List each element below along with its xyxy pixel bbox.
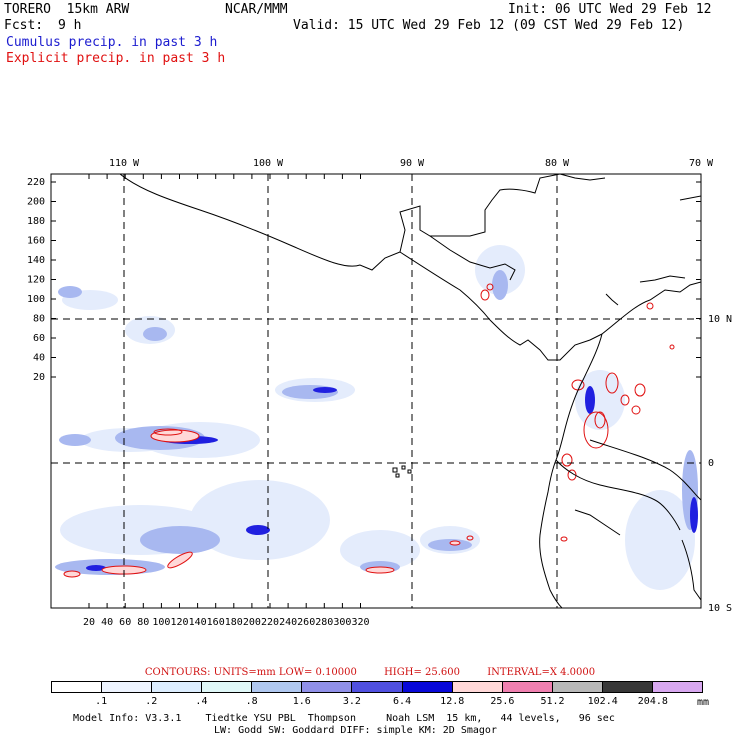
latitude-label: 10 N <box>708 314 732 325</box>
color-scale-label: .1 <box>95 696 108 707</box>
y-tick-label: 40 <box>33 353 45 364</box>
y-tick-label: 200 <box>27 197 45 208</box>
color-swatch <box>452 682 503 692</box>
color-swatch <box>602 682 653 692</box>
x-tick-label: 280 <box>315 617 333 628</box>
x-tick-label: 160 <box>207 617 225 628</box>
y-tick-label: 80 <box>33 314 45 325</box>
longitude-labels: 110 W 100 W 90 W 80 W 70 W <box>109 158 714 169</box>
model-info-line1: Model Info: V3.3.1 Tiedtke YSU PBL Thomp… <box>73 713 615 724</box>
x-tick-label: 40 <box>101 617 113 628</box>
x-tick-label: 60 <box>119 617 131 628</box>
latitude-label: 10 S <box>708 603 732 614</box>
x-tick-label: 140 <box>189 617 207 628</box>
color-swatch <box>502 682 553 692</box>
color-scale-label: 204.8 <box>637 696 668 707</box>
init-time: Init: 06 UTC Wed 29 Feb 12 <box>508 2 712 17</box>
explicit-precip-contours <box>63 283 675 578</box>
x-tick-label: 100 <box>152 617 170 628</box>
x-tick-label: 20 <box>83 617 95 628</box>
model-title: TORERO 15km ARW <box>4 2 130 17</box>
forecast-hour: 9 h <box>58 18 82 33</box>
color-swatch <box>652 682 703 692</box>
longitude-label: 80 W <box>545 158 570 169</box>
color-swatch <box>402 682 453 692</box>
color-scale-label: 51.2 <box>540 696 565 707</box>
forecast-label: Fcst: <box>4 18 44 33</box>
contour-units: CONTOURS: UNITS=mm LOW= 0.10000 <box>144 667 357 678</box>
x-tick-label: 180 <box>225 617 243 628</box>
color-scale-unit: mm <box>697 697 710 708</box>
color-swatch <box>302 682 353 692</box>
color-swatch <box>102 682 153 692</box>
color-swatch <box>152 682 203 692</box>
color-swatch <box>252 682 303 692</box>
longitude-label: 90 W <box>400 158 425 169</box>
color-scale-label: 6.4 <box>393 696 412 707</box>
latitude-labels: 10 N 0 10 S <box>708 314 732 614</box>
contour-info: CONTOURS: UNITS=mm LOW= 0.10000 HIGH= 25… <box>0 667 740 678</box>
y-tick-label: 160 <box>27 236 45 247</box>
y-tick-label: 180 <box>27 216 45 227</box>
lat-lon-grid <box>51 174 701 608</box>
color-swatch <box>52 682 103 692</box>
x-tick-label: 80 <box>137 617 149 628</box>
color-swatch <box>552 682 603 692</box>
color-scale-label: 3.2 <box>342 696 361 707</box>
y-tick-label: 140 <box>27 255 45 266</box>
x-axis-tick-labels: 20 40 60 80 100 120 140 160 180 200 220 240 260 280 30… <box>83 617 370 628</box>
legend-explicit: Explicit precip. in past 3 h <box>6 51 226 66</box>
x-tick-label: 220 <box>261 617 279 628</box>
precip-fields <box>55 245 698 590</box>
x-tick-label: 300 <box>333 617 351 628</box>
color-scale-label: .8 <box>245 696 258 707</box>
contour-high: HIGH= 25.600 <box>384 667 461 678</box>
y-tick-label: 120 <box>27 275 45 286</box>
x-tick-label: 320 <box>351 617 369 628</box>
x-tick-label: 120 <box>170 617 188 628</box>
color-scale-label: 102.4 <box>587 696 618 707</box>
color-swatch <box>202 682 253 692</box>
color-scale-bar <box>51 681 703 693</box>
longitude-label: 110 W <box>109 158 140 169</box>
color-scale-label: .2 <box>145 696 158 707</box>
color-scale-label: 1.6 <box>292 696 311 707</box>
x-tick-label: 240 <box>279 617 297 628</box>
latitude-label: 0 <box>708 458 714 469</box>
org-label: NCAR/MMM <box>225 2 288 17</box>
longitude-label: 100 W <box>253 158 284 169</box>
longitude-label: 70 W <box>689 158 714 169</box>
color-swatch <box>352 682 403 692</box>
color-scale-label: .4 <box>195 696 208 707</box>
y-tick-label: 20 <box>33 372 45 383</box>
color-scale-label: 25.6 <box>490 696 515 707</box>
y-tick-label: 100 <box>27 294 45 305</box>
color-scale-label: 12.8 <box>440 696 465 707</box>
legend-cumulus: Cumulus precip. in past 3 h <box>6 35 218 50</box>
y-axis-tick-labels: 220 200 180 160 140 120 100 80 60 40 20 <box>27 177 45 383</box>
map-frame <box>50 173 702 609</box>
y-tick-label: 60 <box>33 333 45 344</box>
coastlines <box>119 174 701 608</box>
valid-time: Valid: 15 UTC Wed 29 Feb 12 (09 CST Wed … <box>293 18 685 33</box>
y-tick-label: 220 <box>27 177 45 188</box>
x-tick-label: 260 <box>297 617 315 628</box>
x-tick-label: 200 <box>243 617 261 628</box>
contour-interval: INTERVAL=X 4.0000 <box>487 667 596 678</box>
axis-tick-marks <box>51 174 701 608</box>
model-info-line2: LW: Godd SW: Goddard DIFF: simple KM: 2D… <box>214 725 497 736</box>
